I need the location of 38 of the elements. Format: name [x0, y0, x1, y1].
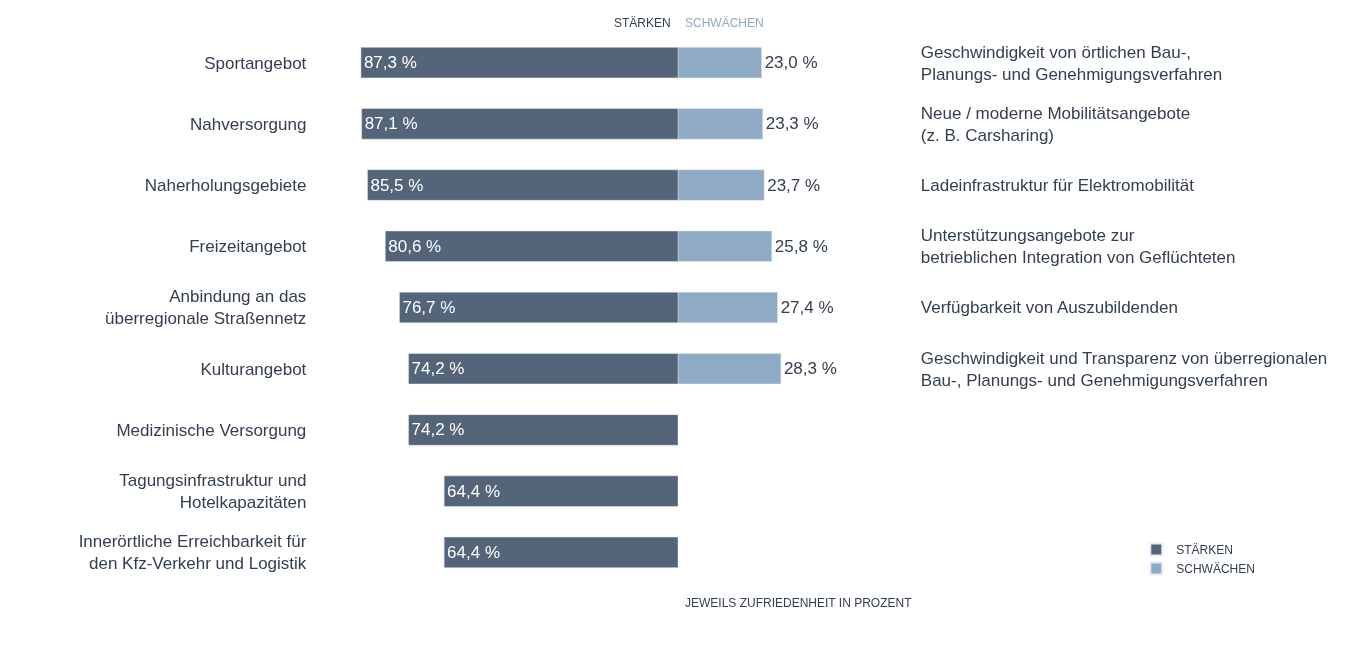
y-tick-label: Geschwindigkeit und Transparenz von überregionalen Bau-, Planungs- und Genehmigungsverfahren: [920, 348, 1328, 390]
bar: [408, 414, 679, 446]
y-tick-label: Unterstützungsangebote zur betrieblichen Integration von Geflüchteten: [920, 226, 1236, 268]
data-label: 87,3 %: [363, 53, 417, 73]
y-tick-label: Freizeitangebot: [189, 237, 307, 257]
data-label: 64,4 %: [447, 542, 501, 562]
y-tick-label: Neue / moderne Mobilitätsangebote (z. B. Carsharing): [920, 103, 1191, 145]
text: JEWEILS ZUFRIEDENHEIT IN PROZENT: [685, 596, 913, 610]
y-tick-label: Nahversorgung: [190, 114, 307, 134]
bar: [443, 536, 679, 568]
y-tick-label: Tagungsinfrastruktur und Hotelkapazitäten: [119, 471, 307, 513]
data-label: 28,3 %: [783, 359, 837, 379]
data-label: 87,1 %: [364, 114, 418, 134]
legend-label: SCHWÄCHEN: [1176, 562, 1255, 577]
y-tick-label: Innerörtliche Erreichbarkeit für den Kfz-Verkehr und Logistik: [78, 532, 307, 574]
data-label: 76,7 %: [402, 298, 456, 317]
data-label: 25,8 %: [774, 236, 828, 256]
chart-title: STÄRKEN: [614, 16, 671, 30]
y-tick-label: Verfügbarkeit von Auszubildenden: [920, 298, 1178, 318]
y-tick-label: Medizinische Versorgung: [116, 420, 307, 440]
y-tick-label: Sportangebot: [204, 53, 307, 73]
data-label: 23,0 %: [764, 53, 818, 73]
y-tick-label: Naherholungsgebiete: [144, 176, 307, 196]
data-label: 23,3 %: [765, 114, 819, 134]
legend-label: STÄRKEN: [1176, 543, 1233, 558]
y-tick-label: Geschwindigkeit von örtlichen Bau-, Planungs- und Genehmigungsverfahren: [920, 42, 1223, 84]
bar: [443, 475, 679, 507]
data-label: 27,4 %: [780, 298, 834, 317]
data-label: 80,6 %: [388, 236, 442, 256]
y-tick-label: Kulturangebot: [200, 359, 307, 379]
data-label: 85,5 %: [370, 175, 424, 195]
data-label: 74,2 %: [411, 420, 465, 440]
data-label: 64,4 %: [447, 481, 501, 501]
data-label: 23,7 %: [767, 175, 821, 195]
data-label: 74,2 %: [411, 359, 465, 379]
y-tick-label: Anbindung an das überregionale Straßennetz: [105, 287, 307, 329]
y-tick-label: Ladeinfrastruktur für Elektromobilität: [920, 176, 1195, 196]
chart-title: SCHWÄCHEN: [685, 16, 764, 30]
